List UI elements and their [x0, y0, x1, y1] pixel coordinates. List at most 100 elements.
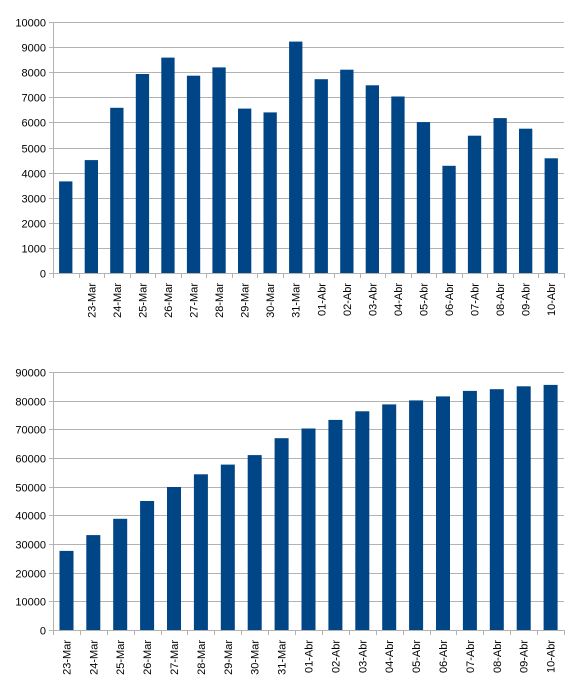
bar — [355, 411, 370, 630]
x-tick-label: 01-Abr — [304, 640, 316, 673]
x-tick-label: 05-Abr — [418, 283, 430, 316]
x-tick-label: 01-Abr — [316, 283, 328, 316]
bar — [113, 518, 128, 630]
bar — [263, 112, 277, 274]
x-tick-label: 02-Abr — [342, 283, 354, 316]
x-tick-label: 06-Abr — [444, 283, 456, 316]
x-tick-label: 06-Abr — [438, 640, 450, 673]
y-tick-label: 1000 — [22, 244, 46, 256]
bar — [382, 404, 397, 630]
x-tick-label: 07-Abr — [465, 640, 477, 673]
x-tick-label: 24-Mar — [112, 283, 124, 318]
y-tick-label: 80000 — [15, 397, 46, 409]
bar — [516, 386, 531, 630]
bars — [59, 384, 558, 630]
x-tick-label: 10-Abr — [546, 283, 558, 316]
x-tick-labels: 23-Mar 24-Mar 25-Mar 26-Mar 27-Mar 28-Mar 29-M… — [61, 640, 557, 675]
y-tick-label: 20000 — [15, 569, 46, 581]
x-tick-label: 25-Mar — [137, 283, 149, 318]
bar — [519, 128, 533, 273]
bar — [340, 69, 354, 273]
bar — [289, 41, 303, 273]
bar — [161, 57, 175, 273]
bar — [59, 181, 73, 273]
y-tick-label: 50000 — [15, 483, 46, 495]
x-tick-label: 31-Mar — [277, 640, 289, 675]
y-tick-label: 6000 — [22, 118, 46, 130]
x-tick-label: 03-Abr — [367, 283, 379, 316]
bar — [193, 474, 208, 630]
x-tick-label: 31-Mar — [291, 283, 303, 318]
bar — [442, 165, 456, 273]
y-tick-label: 9000 — [22, 43, 46, 55]
bar — [247, 455, 262, 630]
x-tick-label: 03-Abr — [357, 640, 369, 673]
bar — [467, 135, 482, 273]
bar — [167, 487, 181, 630]
x-tick-label: 10-Abr — [546, 640, 558, 673]
bar — [110, 107, 124, 273]
daily-bar-chart: 0 1000 2000 3000 4000 5000 6000 7000 8000 9000 100… — [15, 18, 565, 318]
y-tick-label: 0 — [40, 626, 46, 638]
bar — [212, 67, 226, 274]
bar — [416, 122, 431, 273]
x-tick-label: 29-Mar — [223, 640, 235, 675]
x-tick-label: 23-Mar — [86, 283, 98, 318]
x-tick-label: 09-Abr — [521, 283, 533, 316]
y-tick-label: 8000 — [22, 68, 46, 80]
x-tick-label: 07-Abr — [470, 283, 482, 316]
x-tick-label: 24-Mar — [88, 640, 100, 675]
y-tick-labels: 0 10000 20000 30000 40000 50000 60000 70000 8000… — [15, 368, 46, 638]
y-tick-label: 0 — [40, 269, 46, 281]
x-tick-label: 09-Abr — [519, 640, 531, 673]
bar — [409, 400, 424, 630]
cumulative-bar-chart: 0 10000 20000 30000 40000 50000 60000 70000 8000… — [15, 368, 565, 675]
bar — [314, 79, 328, 273]
bar — [436, 396, 450, 630]
x-tick-label: 28-Mar — [196, 640, 208, 675]
x-tick-label: 08-Abr — [492, 640, 504, 673]
y-tick-label: 4000 — [22, 169, 46, 181]
x-tick-label: 23-Mar — [61, 640, 73, 675]
bar — [462, 390, 477, 630]
y-tick-labels: 0 1000 2000 3000 4000 5000 6000 7000 8000 9000 100… — [15, 18, 46, 281]
y-tick-label: 10000 — [15, 18, 46, 30]
bar — [84, 160, 98, 273]
y-tick-label: 30000 — [15, 540, 46, 552]
x-tick-label: 30-Mar — [250, 640, 262, 675]
bars — [59, 41, 558, 274]
bar — [220, 464, 235, 630]
x-tick-label: 26-Mar — [142, 640, 154, 675]
x-tick-label: 27-Mar — [189, 283, 201, 318]
x-tick-label: 08-Abr — [495, 283, 507, 316]
y-tick-label: 7000 — [22, 93, 46, 105]
bar — [301, 428, 316, 630]
bar — [543, 384, 558, 630]
y-tick-label: 70000 — [15, 425, 46, 437]
x-tick-label: 04-Abr — [384, 640, 396, 673]
x-tick-label: 28-Mar — [214, 283, 226, 318]
x-tick-label: 02-Abr — [330, 640, 342, 673]
y-tick-label: 90000 — [15, 368, 46, 380]
bar — [489, 389, 504, 630]
y-gridlines — [49, 22, 565, 278]
x-tick-label: 05-Abr — [411, 640, 423, 673]
x-tick-label: 26-Mar — [163, 283, 175, 318]
bar — [140, 501, 155, 630]
y-tick-label: 10000 — [15, 597, 46, 609]
bar — [365, 85, 379, 273]
bar — [274, 438, 289, 630]
bar — [86, 535, 101, 630]
y-tick-label: 2000 — [22, 219, 46, 231]
bar — [544, 158, 558, 273]
x-tick-label: 25-Mar — [115, 640, 127, 675]
bar — [59, 550, 74, 630]
x-tick-label: 29-Mar — [240, 283, 252, 318]
bar — [186, 75, 201, 273]
y-tick-label: 5000 — [22, 144, 46, 156]
x-tick-label: 30-Mar — [265, 283, 277, 318]
bar — [135, 74, 150, 273]
y-tick-label: 40000 — [15, 511, 46, 523]
bar — [391, 96, 405, 273]
bar — [493, 118, 507, 273]
